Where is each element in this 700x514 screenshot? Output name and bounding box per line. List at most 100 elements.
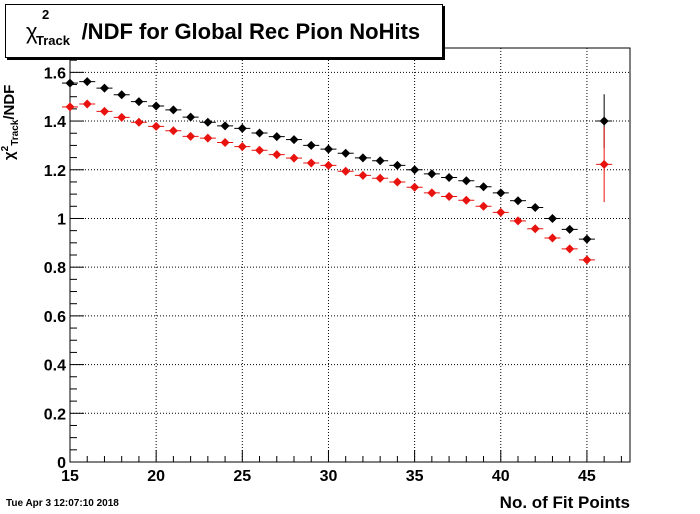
data-point: [582, 255, 592, 265]
data-point: [341, 166, 351, 176]
x-tick-label: 45: [578, 468, 596, 485]
data-point: [513, 196, 523, 206]
data-point: [358, 153, 368, 163]
title-sup: 2: [42, 7, 50, 22]
data-point: [272, 150, 282, 160]
data-point: [410, 165, 420, 175]
data-point: [479, 201, 489, 211]
data-point: [582, 234, 592, 244]
data-point: [375, 156, 385, 166]
series-1: [62, 77, 613, 244]
y-tick-label: 0.2: [44, 406, 66, 423]
y-axis-label: χ2Track/NDF: [0, 20, 21, 160]
y-tick-label: 0.6: [44, 309, 66, 326]
data-point: [220, 121, 230, 131]
y-tick-label: 1.2: [44, 163, 66, 180]
data-point: [186, 131, 196, 141]
ylabel-sub: Track: [10, 119, 21, 146]
data-point: [444, 192, 454, 202]
data-point: [168, 105, 178, 115]
grid-layer: [70, 48, 630, 462]
data-point: [168, 126, 178, 136]
data-point: [513, 216, 523, 226]
x-tick-label: 15: [61, 468, 79, 485]
x-tick-label: 25: [233, 468, 251, 485]
x-axis-label: No. of Fit Points: [499, 493, 630, 512]
data-point: [375, 173, 385, 183]
y-tick-label: 1: [57, 211, 66, 228]
data-point: [306, 158, 316, 168]
ylabel-sup: 2: [0, 145, 11, 152]
data-point: [255, 128, 265, 138]
data-point: [151, 121, 161, 131]
data-point: [134, 97, 144, 107]
data-point: [65, 102, 75, 112]
data-point: [599, 116, 609, 126]
data-point: [565, 244, 575, 254]
data-point: [496, 188, 506, 198]
data-point: [99, 106, 109, 116]
data-point: [565, 224, 575, 234]
data-point: [461, 195, 471, 205]
title-sub: Track: [36, 33, 70, 48]
data-point: [186, 112, 196, 122]
data-point: [306, 140, 316, 150]
data-point: [117, 112, 127, 122]
data-point: [220, 137, 230, 147]
data-point: [479, 182, 489, 192]
axis-layer: 15 20 25 30 35 40 45 0 0.2 0.4 0.6 0.8 1 1.2 1.4 1.6: [44, 47, 622, 485]
data-point: [99, 83, 109, 93]
x-tick-label: 30: [320, 468, 338, 485]
data-layer: [62, 77, 613, 265]
data-point: [444, 173, 454, 183]
data-point: [392, 177, 402, 187]
data-point: [65, 78, 75, 88]
data-point: [272, 132, 282, 142]
data-point: [237, 142, 247, 152]
data-point: [427, 188, 437, 198]
x-tick-label: 20: [147, 468, 165, 485]
data-point: [134, 117, 144, 127]
date-stamp: Tue Apr 3 12:07:10 2018: [6, 498, 119, 509]
data-point: [392, 160, 402, 170]
data-point: [82, 77, 92, 87]
x-tick-label: 35: [406, 468, 424, 485]
y-tick-label: 0.4: [44, 358, 66, 375]
data-point: [547, 213, 557, 223]
data-point: [358, 170, 368, 180]
data-point: [599, 159, 609, 169]
x-tick-label: 40: [492, 468, 510, 485]
y-tick-label: 1.6: [44, 65, 66, 82]
series-2: [62, 99, 613, 265]
data-point: [117, 90, 127, 100]
data-point: [410, 182, 420, 192]
data-point: [289, 135, 299, 145]
data-point: [203, 117, 213, 127]
data-point: [496, 207, 506, 217]
title-chi: χ: [26, 19, 38, 44]
data-point: [427, 169, 437, 179]
ylabel-rest: /NDF: [1, 84, 18, 120]
data-point: [461, 176, 471, 186]
data-point: [547, 233, 557, 243]
data-point: [530, 224, 540, 234]
y-tick-label: 0: [57, 455, 66, 472]
y-tick-label: 0.8: [44, 260, 66, 277]
data-point: [82, 99, 92, 109]
y-tick-label: 1.4: [44, 114, 66, 131]
ylabel-chi: χ: [1, 151, 18, 160]
data-point: [323, 144, 333, 154]
title-rest: /NDF for Global Rec Pion NoHits: [81, 19, 421, 44]
data-point: [530, 203, 540, 213]
data-point: [151, 101, 161, 111]
plot-frame: [69, 47, 631, 463]
data-point: [289, 153, 299, 163]
data-point: [323, 160, 333, 170]
data-point: [237, 123, 247, 133]
chart-title: χ 2 Track/NDF for Global Rec Pion NoHits: [26, 7, 421, 48]
title-box: χ 2 Track/NDF for Global Rec Pion NoHits: [5, 4, 443, 58]
data-point: [255, 145, 265, 155]
data-point: [203, 133, 213, 143]
data-point: [341, 148, 351, 158]
